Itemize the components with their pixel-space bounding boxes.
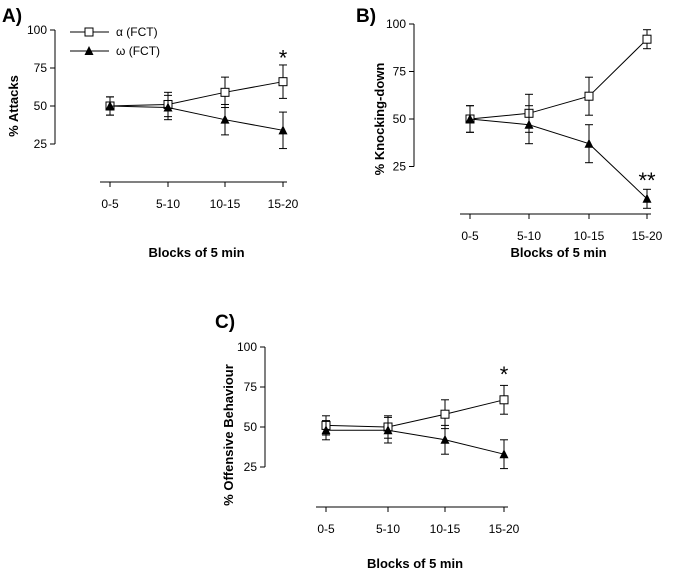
alpha-marker [499, 395, 509, 405]
x-tick-label: 0-5 [461, 229, 479, 243]
series-alpha [465, 29, 652, 133]
omega-marker [383, 425, 393, 435]
series-alpha [105, 64, 288, 118]
alpha-marker [220, 87, 230, 97]
significance-marker: ** [638, 168, 656, 193]
legend-label: ω (FCT) [116, 44, 160, 58]
series-omega [465, 105, 652, 209]
y-tick-label: 25 [244, 460, 258, 474]
y-axis-title: % Attacks [6, 75, 21, 137]
panel-letter: A) [2, 6, 22, 27]
legend: α (FCT) ω (FCT) [70, 25, 160, 58]
omega-line [326, 429, 505, 455]
alpha-marker [440, 409, 450, 419]
y-tick-label: 75 [34, 61, 48, 75]
x-tick-label: 0-5 [317, 522, 335, 536]
x-tick-label: 10-15 [430, 522, 461, 536]
legend-label: α (FCT) [116, 25, 158, 39]
x-tick-label: 5-10 [156, 197, 180, 211]
x-tick-label: 10-15 [574, 229, 605, 243]
y-tick-label: 100 [386, 17, 406, 31]
panel-b: B) 25 50 75 100 0-5 5-10 10-15 15-20 Blocks of 5 … [356, 6, 663, 260]
omega-marker [465, 114, 475, 123]
y-axis-title: % Offensive Behaviour [221, 364, 236, 506]
x-axis-title: Blocks of 5 min [367, 556, 463, 571]
x-axis-title: Blocks of 5 min [510, 245, 606, 260]
omega-marker [584, 138, 594, 148]
y-tick-label: 50 [34, 99, 48, 113]
omega-marker [321, 425, 331, 435]
omega-line [469, 118, 648, 200]
x-tick-label: 15-20 [632, 229, 663, 243]
y-tick-label: 75 [393, 65, 407, 79]
y-tick-label: 100 [237, 340, 257, 354]
alpha-marker [84, 27, 94, 37]
alpha-marker [278, 77, 288, 87]
omega-marker [220, 114, 230, 124]
alpha-line [469, 38, 648, 120]
x-tick-label: 15-20 [268, 197, 299, 211]
alpha-marker [584, 91, 594, 101]
omega-marker [499, 449, 509, 459]
y-tick-label: 100 [27, 23, 47, 37]
series-omega [321, 416, 509, 470]
y-tick-label: 50 [244, 420, 258, 434]
y-tick-label: 50 [393, 112, 407, 126]
panel-letter: C) [215, 312, 235, 333]
x-tick-label: 15-20 [489, 522, 520, 536]
alpha-line [109, 81, 284, 107]
legend-item-alpha: α (FCT) [70, 25, 158, 39]
legend-item-omega: ω (FCT) [70, 44, 160, 58]
panel-a: A) 25 50 75 100 0-5 5-10 10-15 15-20 Blocks of 5 … [2, 6, 299, 260]
panel-c: C) 25 50 75 100 0-5 5-10 10-15 15-20 Blocks of 5 … [215, 312, 520, 571]
omega-marker [84, 46, 94, 55]
alpha-marker [642, 34, 652, 44]
omega-marker [524, 119, 534, 129]
omega-marker [278, 125, 288, 135]
significance-marker: * [279, 45, 288, 70]
y-tick-label: 75 [244, 380, 258, 394]
omega-marker [105, 101, 115, 110]
y-tick-label: 25 [393, 160, 407, 174]
y-axis-title: % Knocking-down [372, 63, 387, 176]
x-tick-label: 5-10 [376, 522, 400, 536]
alpha-line [325, 399, 505, 428]
panel-letter: B) [356, 6, 376, 27]
y-tick-label: 25 [34, 137, 48, 151]
significance-marker: * [500, 362, 509, 387]
omega-line [109, 105, 284, 131]
x-axis-title: Blocks of 5 min [148, 245, 244, 260]
x-tick-label: 10-15 [210, 197, 241, 211]
omega-marker [642, 193, 652, 203]
omega-marker [440, 434, 450, 444]
x-tick-label: 5-10 [517, 229, 541, 243]
x-tick-label: 0-5 [101, 197, 119, 211]
omega-marker [163, 102, 173, 112]
series-omega [105, 94, 288, 150]
